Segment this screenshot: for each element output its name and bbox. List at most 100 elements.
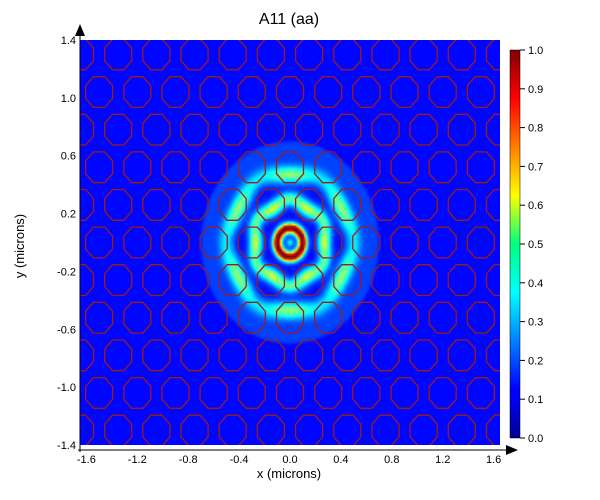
colorbar-tick-label: 0.2: [528, 355, 543, 367]
y-tick-label: 1.0: [61, 93, 76, 105]
plot-area: [47, 2, 533, 484]
colorbar-tick-label: 0.1: [528, 394, 543, 406]
lattice-octagon: [466, 226, 496, 259]
lattice-octagon: [409, 339, 438, 372]
lattice-octagon: [161, 376, 190, 409]
lattice-octagon: [162, 2, 189, 33]
lattice-octagon: [447, 264, 476, 297]
x-tick-label: -1.2: [128, 454, 147, 466]
lattice-octagon: [218, 188, 247, 221]
lattice-octagon: [237, 151, 266, 184]
lattice-octagon: [123, 151, 152, 184]
lattice-octagon: [123, 301, 152, 334]
x-tick-label: -0.4: [230, 454, 249, 466]
colorbar-tick-label: 0.7: [528, 161, 543, 173]
lattice-octagon: [447, 113, 476, 146]
lattice-octagon: [123, 226, 152, 259]
chart-title: A11 (aa): [259, 11, 319, 28]
lattice-octagon: [256, 339, 286, 372]
lattice-octagon: [467, 2, 494, 33]
lattice-octagon: [180, 339, 209, 372]
lattice-octagon: [199, 76, 228, 109]
lattice-octagon: [333, 113, 362, 146]
lattice-octagon: [294, 40, 324, 71]
lattice-octagon: [428, 226, 457, 259]
lattice-octagon: [180, 113, 209, 146]
y-tick-label: 0.6: [61, 151, 76, 163]
lattice-octagon: [80, 40, 95, 71]
lattice-octagon: [218, 339, 247, 372]
lattice-octagon: [123, 76, 152, 109]
colorbar-tick-label: 1.0: [528, 45, 543, 57]
lattice-octagon: [391, 2, 418, 33]
lattice-octagon: [466, 76, 496, 109]
x-axis-label: x (microns): [257, 466, 321, 481]
lattice-octagon: [352, 151, 381, 184]
lattice-octagon: [124, 2, 151, 33]
lattice-octagon: [371, 264, 400, 297]
lattice-octagon: [428, 301, 457, 334]
lattice-octagon: [314, 376, 343, 409]
heatmap-image: [80, 40, 500, 445]
lattice-octagon: [104, 414, 133, 445]
lattice-octagon: [428, 376, 457, 409]
colorbar-tick-label: 0.0: [528, 433, 543, 445]
lattice-octagon: [506, 2, 533, 33]
lattice-octagon: [428, 76, 457, 109]
lattice-octagon: [47, 2, 74, 33]
lattice-octagon: [237, 76, 266, 109]
lattice-octagon: [84, 151, 114, 184]
colorbar-tick-label: 0.3: [528, 317, 543, 329]
lattice-overlay: [47, 2, 533, 484]
lattice-octagon: [256, 113, 286, 146]
colorbar-tick-label: 0.6: [528, 200, 543, 212]
lattice-octagon: [352, 376, 381, 409]
lattice-octagon: [409, 264, 438, 297]
lattice-octagon: [200, 2, 227, 33]
x-tick-label: 1.2: [435, 454, 450, 466]
lattice-octagon: [485, 339, 500, 372]
lattice-octagon: [142, 188, 171, 221]
lattice-octagon: [161, 301, 190, 334]
lattice-octagon: [294, 414, 324, 445]
colorbar-tick-label: 0.9: [528, 84, 543, 96]
lattice-octagon: [390, 226, 419, 259]
lattice-octagon: [447, 40, 476, 71]
lattice-octagon: [294, 188, 324, 221]
lattice-octagon: [218, 113, 247, 146]
x-tick-label: 1.6: [486, 454, 501, 466]
lattice-octagon: [371, 40, 400, 71]
lattice-octagon: [275, 301, 305, 334]
lattice-octagon: [237, 376, 266, 409]
lattice-octagon: [275, 151, 305, 184]
lattice-octagon: [84, 226, 114, 259]
lattice-octagon: [104, 40, 133, 71]
lattice-octagon: [447, 188, 476, 221]
lattice-octagon: [352, 226, 381, 259]
colorbar-tick-label: 0.8: [528, 123, 543, 135]
lattice-octagon: [86, 2, 113, 33]
lattice-octagon: [371, 113, 400, 146]
lattice-octagon: [333, 414, 362, 445]
axes: [75, 24, 518, 455]
lattice-octagon: [218, 414, 247, 445]
y-axis-label: y (microns): [12, 214, 27, 278]
lattice-octagon: [80, 113, 95, 146]
lattice-octagon: [485, 188, 500, 221]
lattice-octagon: [409, 188, 438, 221]
lattice-octagon: [294, 264, 324, 297]
y-tick-label: 1.4: [61, 35, 76, 47]
lattice-octagon: [353, 453, 380, 484]
colorbar-tick-labels: 1.0 0.9 0.8 0.7 0.6 0.5 0.4 0.3 0.2 0.1 0.0: [520, 45, 543, 445]
lattice-octagon: [275, 76, 305, 109]
lattice-octagon: [161, 226, 190, 259]
lattice-octagon: [180, 40, 209, 71]
x-tick-label: 0.8: [384, 454, 399, 466]
lattice-octagon: [333, 40, 362, 71]
lattice-octagon: [180, 188, 209, 221]
lattice-octagon: [409, 113, 438, 146]
y-axis-arrow-icon: [75, 24, 85, 36]
lattice-octagon: [447, 339, 476, 372]
lattice-octagon: [447, 414, 476, 445]
lattice-octagon: [80, 339, 95, 372]
